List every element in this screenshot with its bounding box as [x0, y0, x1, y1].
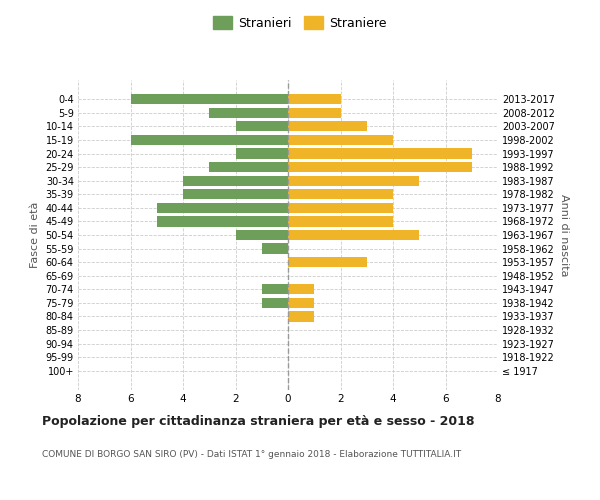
Bar: [209, 108, 288, 118]
Bar: [288, 135, 393, 145]
Bar: [130, 94, 288, 104]
Bar: [288, 189, 393, 200]
Bar: [235, 148, 288, 158]
Bar: [288, 94, 341, 104]
Bar: [183, 176, 288, 186]
Bar: [288, 230, 419, 240]
Y-axis label: Anni di nascita: Anni di nascita: [559, 194, 569, 276]
Bar: [235, 230, 288, 240]
Bar: [288, 162, 472, 172]
Bar: [130, 135, 288, 145]
Bar: [262, 284, 288, 294]
Bar: [288, 122, 367, 132]
Bar: [157, 202, 288, 213]
Bar: [288, 202, 393, 213]
Legend: Stranieri, Straniere: Stranieri, Straniere: [208, 11, 392, 35]
Bar: [288, 312, 314, 322]
Bar: [235, 122, 288, 132]
Bar: [262, 298, 288, 308]
Bar: [288, 108, 341, 118]
Bar: [157, 216, 288, 226]
Bar: [288, 298, 314, 308]
Bar: [209, 162, 288, 172]
Bar: [288, 148, 472, 158]
Text: COMUNE DI BORGO SAN SIRO (PV) - Dati ISTAT 1° gennaio 2018 - Elaborazione TUTTIT: COMUNE DI BORGO SAN SIRO (PV) - Dati IST…: [42, 450, 461, 459]
Bar: [288, 176, 419, 186]
Text: Popolazione per cittadinanza straniera per età e sesso - 2018: Popolazione per cittadinanza straniera p…: [42, 415, 475, 428]
Bar: [288, 257, 367, 268]
Bar: [288, 216, 393, 226]
Bar: [262, 244, 288, 254]
Bar: [183, 189, 288, 200]
Bar: [288, 284, 314, 294]
Y-axis label: Fasce di età: Fasce di età: [30, 202, 40, 268]
